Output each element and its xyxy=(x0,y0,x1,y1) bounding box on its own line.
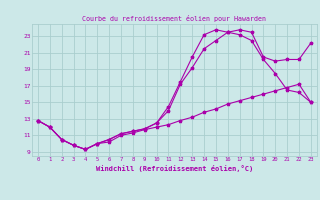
Title: Courbe du refroidissement éolien pour Hawarden: Courbe du refroidissement éolien pour Ha… xyxy=(83,15,266,22)
X-axis label: Windchill (Refroidissement éolien,°C): Windchill (Refroidissement éolien,°C) xyxy=(96,165,253,172)
